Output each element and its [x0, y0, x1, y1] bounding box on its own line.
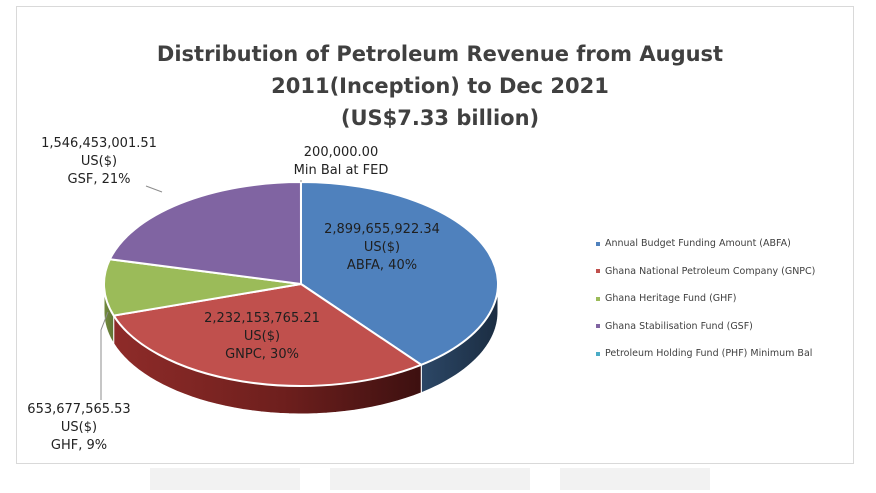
- data-label-ghf-unit: US($): [60, 420, 98, 435]
- pie-slice-ghf: [103, 258, 302, 317]
- watermark-block: [560, 468, 710, 490]
- chart-title: Distribution of Petroleum Revenue from A…: [150, 38, 730, 134]
- legend-swatch-phf: [596, 351, 600, 356]
- data-label-gsf-name: GSF, 21%: [67, 172, 131, 187]
- data-label-gsf: 1,546,453,001.51 US($) GSF, 21%: [40, 135, 158, 189]
- chart-title-line-1: Distribution of Petroleum Revenue from A…: [156, 42, 724, 66]
- data-label-abfa-unit: US($): [363, 240, 401, 255]
- data-label-gsf-unit: US($): [80, 154, 118, 169]
- chart-legend: Annual Budget Funding Amount (ABFA) Ghan…: [596, 230, 815, 368]
- data-label-gnpc-value: 2,232,153,765.21: [204, 311, 320, 326]
- data-label-gnpc-unit: US($): [243, 329, 281, 344]
- pie-slice-abfa: [300, 181, 499, 366]
- data-label-phf-name: Min Bal at FED: [293, 163, 389, 178]
- data-label-phf: 200,000.00 Min Bal at FED: [282, 144, 400, 180]
- legend-swatch-gsf: [596, 324, 600, 329]
- legend-item-phf: Petroleum Holding Fund (PHF) Minimum Bal: [596, 340, 815, 368]
- legend-item-abfa: Annual Budget Funding Amount (ABFA): [596, 230, 815, 258]
- data-label-abfa-value: 2,899,655,922.34: [324, 222, 440, 237]
- legend-swatch-gnpc: [596, 269, 600, 274]
- legend-label-abfa: Annual Budget Funding Amount (ABFA): [605, 238, 791, 250]
- legend-swatch-ghf: [596, 296, 600, 301]
- pie-slice-gnpc: [112, 283, 423, 387]
- legend-label-gnpc: Ghana National Petroleum Company (GNPC): [605, 265, 816, 277]
- legend-swatch-abfa: [596, 241, 600, 246]
- data-label-abfa: 2,899,655,922.34 US($) ABFA, 40%: [316, 221, 448, 275]
- pie-tops: [103, 180, 499, 387]
- leader-line-gsf: [145, 185, 163, 193]
- data-label-gnpc-name: GNPC, 30%: [225, 347, 299, 362]
- legend-item-ghf: Ghana Heritage Fund (GHF): [596, 285, 815, 313]
- chart-title-line-2: 2011(Inception) to Dec 2021: [271, 74, 609, 98]
- chart-title-line-3: (US$7.33 billion): [340, 106, 540, 130]
- data-label-ghf-value: 653,677,565.53: [27, 402, 131, 417]
- watermark-block: [150, 468, 300, 490]
- data-label-ghf: 653,677,565.53 US($) GHF, 9%: [20, 401, 138, 455]
- data-label-abfa-name: ABFA, 40%: [346, 258, 418, 273]
- legend-item-gsf: Ghana Stabilisation Fund (GSF): [596, 313, 815, 341]
- leader-lines: [100, 180, 302, 400]
- legend-label-phf: Petroleum Holding Fund (PHF) Minimum Bal: [605, 348, 813, 360]
- watermark-block: [330, 468, 530, 490]
- data-label-phf-value: 200,000.00: [303, 145, 379, 160]
- legend-label-ghf: Ghana Heritage Fund (GHF): [605, 293, 737, 305]
- leader-line-ghf: [100, 311, 109, 400]
- legend-label-gsf: Ghana Stabilisation Fund (GSF): [605, 320, 753, 332]
- data-label-ghf-name: GHF, 9%: [50, 438, 108, 453]
- pie-slice-gsf: [108, 181, 302, 285]
- legend-item-gnpc: Ghana National Petroleum Company (GNPC): [596, 258, 815, 286]
- data-label-gnpc: 2,232,153,765.21 US($) GNPC, 30%: [196, 310, 328, 364]
- data-label-gsf-value: 1,546,453,001.51: [41, 136, 157, 151]
